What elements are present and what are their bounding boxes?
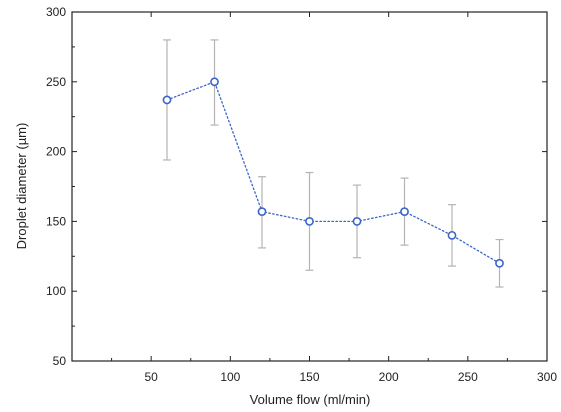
y-tick-label: 200 (46, 145, 66, 159)
y-tick-label: 50 (53, 354, 67, 368)
data-point (400, 207, 409, 217)
y-tick-label: 250 (46, 75, 66, 89)
data-point (352, 216, 362, 226)
x-tick-label: 100 (220, 370, 240, 384)
error-bars (163, 39, 504, 288)
data-point (495, 258, 504, 268)
series-line (166, 80, 501, 264)
y-tick-label: 150 (46, 214, 66, 228)
data-point (257, 207, 267, 217)
y-tick-label: 100 (46, 284, 66, 298)
x-tick-label: 50 (144, 370, 158, 384)
data-point (447, 230, 457, 240)
x-tick-label: 200 (379, 370, 399, 384)
y-tick-label: 300 (46, 5, 66, 19)
data-point (305, 216, 314, 226)
x-axis-ticks: 50 100 150 200 250 300 (111, 12, 557, 384)
y-axis-label: Droplet diameter (µm) (14, 123, 29, 250)
data-point (162, 95, 172, 105)
x-axis-label: Volume flow (ml/min) (250, 392, 371, 407)
data-point (210, 77, 219, 87)
y-axis-ticks: 50 100 150 200 250 300 (46, 5, 547, 368)
x-tick-label: 250 (458, 370, 478, 384)
x-tick-label: 300 (537, 370, 557, 384)
data-points (162, 77, 504, 268)
series-polyline (166, 80, 501, 264)
x-tick-label: 150 (299, 370, 319, 384)
